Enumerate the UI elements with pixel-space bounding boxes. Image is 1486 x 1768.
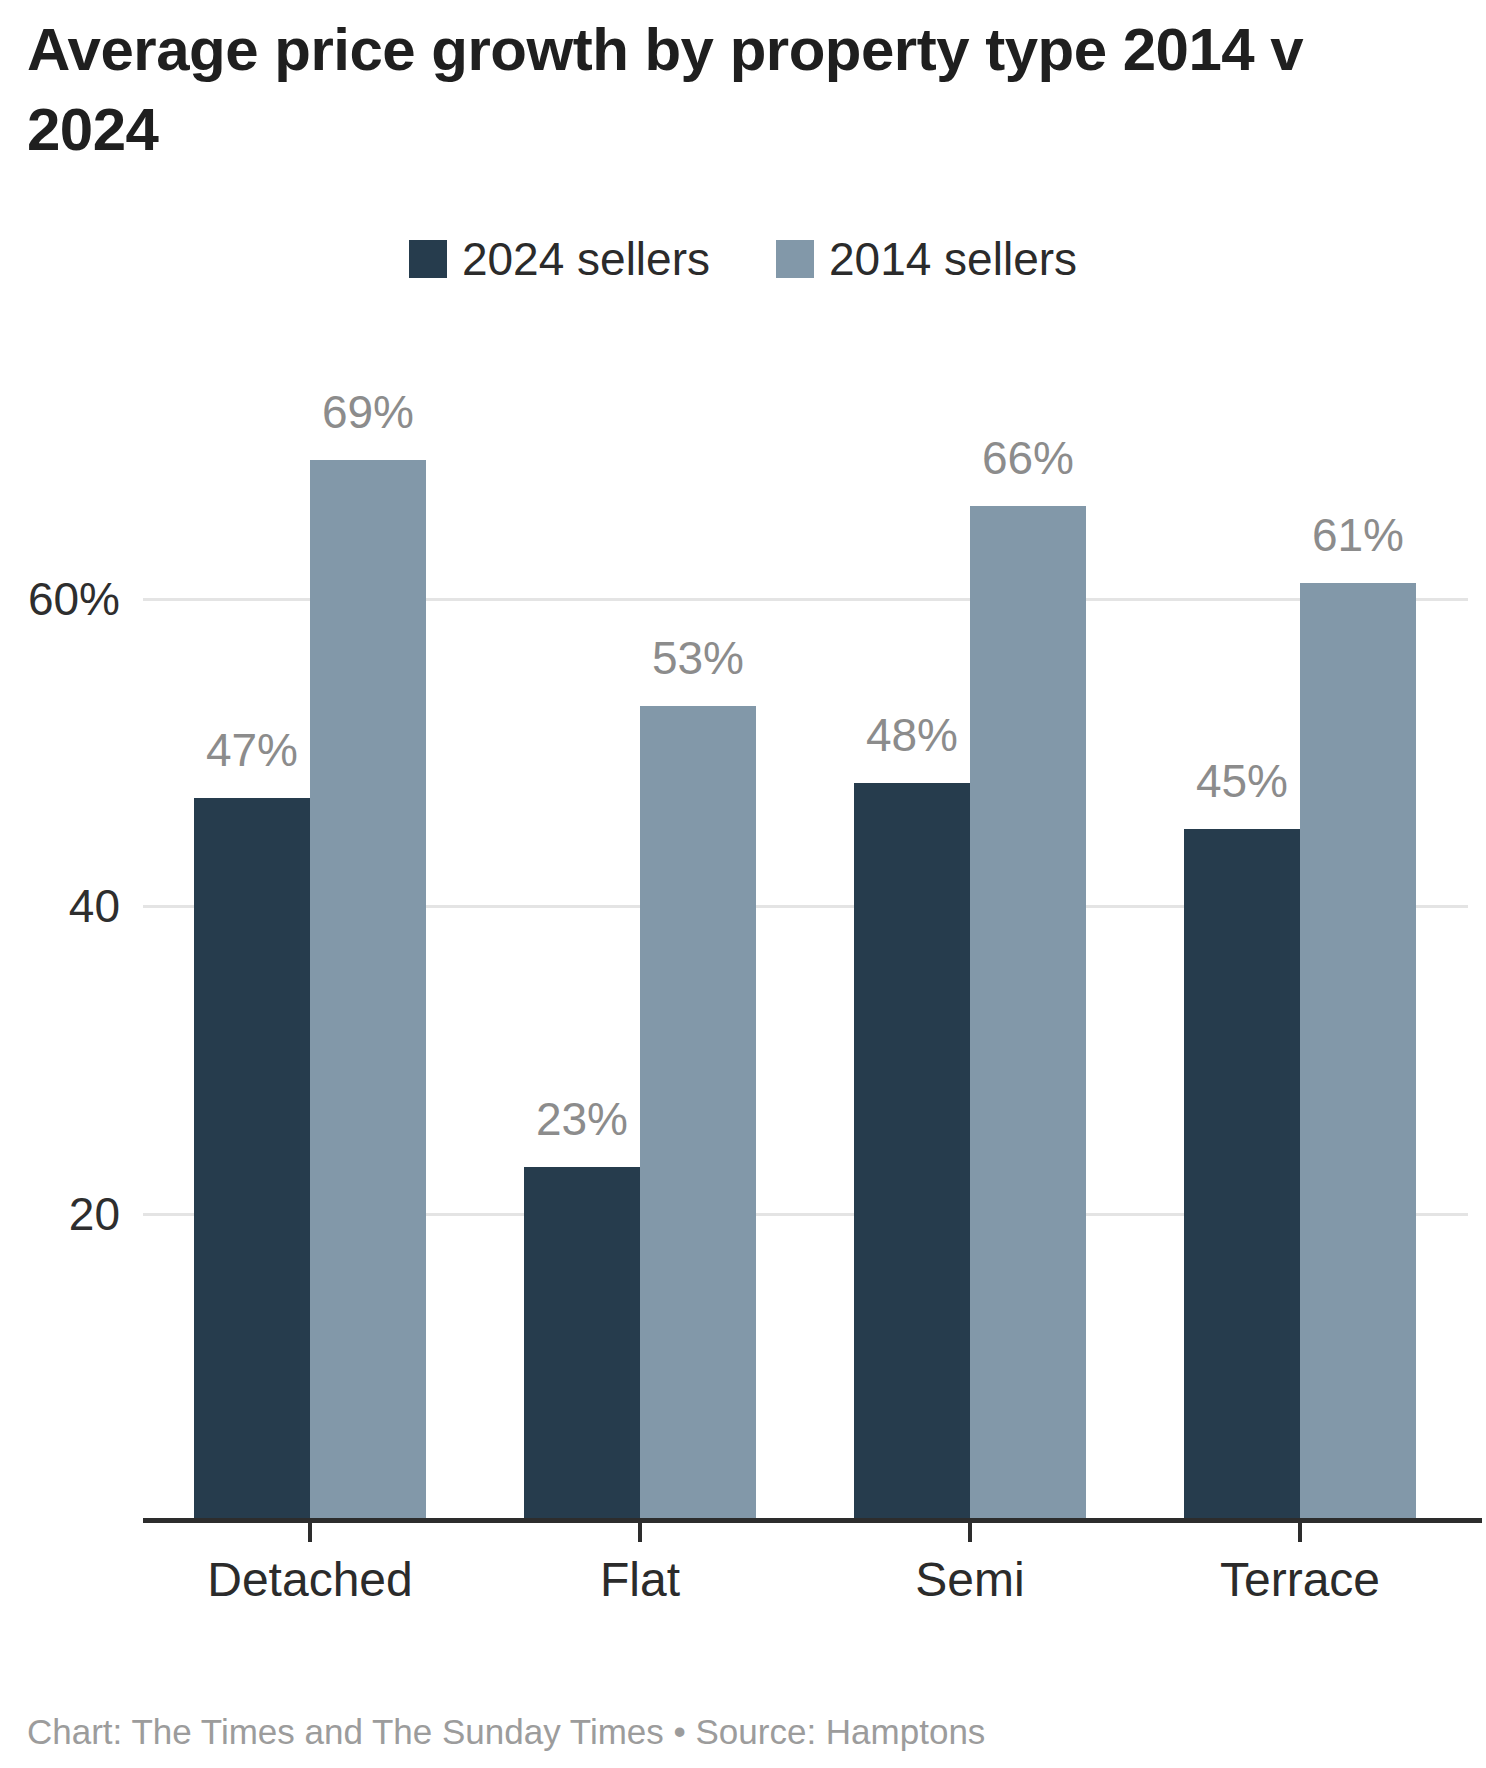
bar-flat-2024	[524, 1167, 640, 1521]
x-axis-line	[143, 1518, 1482, 1523]
bar-terrace-2014	[1300, 583, 1416, 1521]
chart-title: Average price growth by property type 20…	[27, 10, 1427, 170]
legend: 2024 sellers 2014 sellers	[0, 236, 1486, 282]
x-axis-tick	[1298, 1521, 1302, 1542]
bar-semi-2014	[970, 506, 1086, 1521]
legend-label-2024: 2024 sellers	[462, 236, 710, 282]
chart-footer: Chart: The Times and The Sunday Times • …	[27, 1712, 985, 1752]
legend-swatch-2014-icon	[776, 240, 814, 278]
category-label-detached: Detached	[145, 1556, 475, 1604]
category-label-terrace: Terrace	[1135, 1556, 1465, 1604]
y-axis-tick-label: 60%	[0, 571, 120, 627]
category-label-flat: Flat	[475, 1556, 805, 1604]
legend-item-2024-sellers: 2024 sellers	[409, 236, 710, 282]
x-axis-tick	[638, 1521, 642, 1542]
chart-canvas: Average price growth by property type 20…	[0, 0, 1486, 1768]
y-axis-tick-label: 20	[0, 1186, 120, 1242]
value-label-flat-2014: 53%	[588, 631, 808, 685]
bar-detached-2024	[194, 798, 310, 1521]
y-axis-tick-label: 40	[0, 878, 120, 934]
legend-label-2014: 2014 sellers	[829, 236, 1077, 282]
legend-swatch-2024-icon	[409, 240, 447, 278]
value-label-semi-2014: 66%	[918, 431, 1138, 485]
value-label-terrace-2014: 61%	[1248, 508, 1468, 562]
bar-terrace-2024	[1184, 829, 1300, 1521]
x-axis-tick	[308, 1521, 312, 1542]
category-label-semi: Semi	[805, 1556, 1135, 1604]
legend-item-2014-sellers: 2014 sellers	[776, 236, 1077, 282]
bar-semi-2024	[854, 783, 970, 1521]
value-label-detached-2014: 69%	[258, 385, 478, 439]
bar-detached-2014	[310, 460, 426, 1521]
x-axis-tick	[968, 1521, 972, 1542]
bar-flat-2014	[640, 706, 756, 1521]
